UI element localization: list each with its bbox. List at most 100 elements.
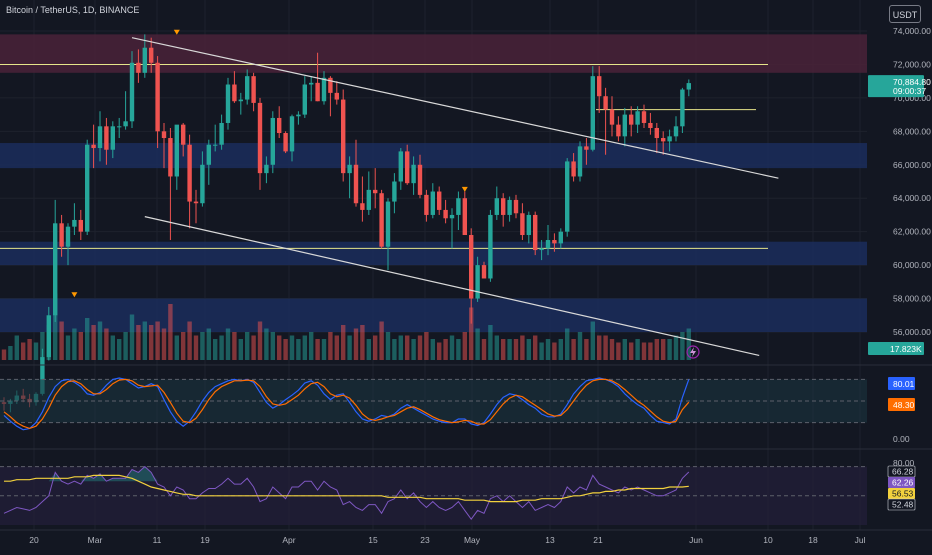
candle-body: [417, 164, 423, 195]
candle-body: [117, 126, 122, 128]
price-tick-label: 64,000.00: [893, 193, 931, 203]
volume-bar: [213, 339, 218, 360]
support-zone-2: [0, 241, 867, 266]
candle-body: [629, 114, 634, 125]
volume-bar: [520, 335, 525, 360]
candle-body: [213, 144, 218, 146]
candle-body: [411, 164, 416, 184]
time-axis-label: 10: [763, 535, 773, 545]
candle-body: [347, 164, 352, 174]
candle-body: [552, 240, 557, 244]
volume-bar: [78, 332, 83, 360]
candle-body: [437, 191, 442, 210]
candle-body: [597, 76, 602, 97]
volume-bar: [603, 335, 608, 360]
candle-body: [539, 248, 544, 251]
signal-marker-1: [71, 292, 78, 298]
candle-body: [616, 124, 621, 137]
volume-bar: [283, 339, 288, 360]
volume-bar: [334, 335, 339, 360]
volume-bar: [328, 332, 333, 360]
candle-body: [507, 199, 512, 215]
price-tick-label: 72,000.00: [893, 59, 931, 69]
candle-body: [123, 121, 128, 127]
volume-bar: [65, 335, 71, 360]
candle-body: [129, 62, 135, 122]
volume-bar: [629, 342, 634, 360]
candle-body: [72, 219, 77, 227]
candle-body: [494, 198, 499, 215]
time-axis-label: 13: [545, 535, 555, 545]
candle-body: [110, 126, 115, 150]
volume-bar: [309, 332, 314, 360]
volume-bar: [264, 328, 269, 360]
volume-bar: [315, 339, 320, 360]
candle-body: [59, 223, 64, 247]
currency-button[interactable]: USDT: [889, 5, 921, 23]
volume-bar: [206, 328, 211, 360]
volume-bar: [565, 328, 570, 360]
price-tick-label: 70,000.00: [893, 93, 931, 103]
candle-body: [181, 124, 186, 145]
volume-bar: [104, 328, 109, 360]
volume-bar: [238, 339, 243, 360]
candle-body: [654, 127, 659, 139]
candle-body: [91, 144, 96, 149]
candle-body: [302, 84, 307, 115]
volume-bar: [379, 321, 384, 360]
candle-body: [200, 164, 205, 204]
volume-bar: [507, 339, 512, 360]
price-tick-label: 68,000.00: [893, 126, 931, 136]
candle-body: [78, 219, 83, 232]
volume-bar: [558, 339, 563, 360]
volume-bar: [59, 321, 64, 360]
volume-bar: [494, 335, 499, 360]
candle-body: [334, 92, 339, 100]
volume-bar: [270, 332, 275, 360]
volume-bar: [501, 339, 506, 360]
candle-body: [232, 84, 237, 102]
stoch-k-line: [3, 377, 690, 431]
volume-bar: [462, 332, 467, 360]
time-axis-label: Apr: [282, 535, 295, 545]
volume-bar: [469, 307, 474, 360]
candle-body: [373, 189, 378, 194]
volume-bar: [456, 339, 461, 360]
price-tick-label: 60,000.00: [893, 260, 931, 270]
candle-body: [475, 265, 480, 299]
volume-bar: [449, 335, 455, 360]
volume-bar: [609, 339, 615, 360]
volume-bar: [513, 339, 519, 360]
volume-bar: [488, 325, 493, 360]
volume-bar: [200, 332, 205, 360]
price-tick-label: 58,000.00: [893, 294, 931, 304]
volume-bar: [251, 335, 256, 360]
volume-bar: [417, 335, 423, 360]
signal-marker-2: [461, 186, 468, 192]
time-axis-label: 23: [420, 535, 430, 545]
volume-bar: [577, 332, 583, 360]
current-price-tag: [868, 75, 924, 98]
time-axis-label: 15: [368, 535, 378, 545]
candle-body: [488, 214, 493, 279]
countdown-label: 09:00:37: [893, 86, 926, 96]
price-tick-label: 74,000.00: [893, 26, 931, 36]
rsi-value-tag-2: [888, 488, 915, 499]
candle-body: [187, 144, 192, 202]
volume-bar: [385, 332, 391, 360]
volume-bar: [597, 335, 602, 360]
time-axis-label: Jun: [689, 535, 703, 545]
volume-bar: [161, 328, 167, 360]
lightning-icon: [686, 345, 700, 359]
volume-bar: [641, 342, 647, 360]
time-axis-label: 20: [29, 535, 39, 545]
candle-body: [520, 213, 525, 236]
candle-body: [296, 114, 301, 117]
candle-body: [46, 315, 51, 358]
candle-body: [565, 161, 570, 232]
candle-body: [321, 77, 327, 102]
candle-body: [545, 240, 551, 249]
